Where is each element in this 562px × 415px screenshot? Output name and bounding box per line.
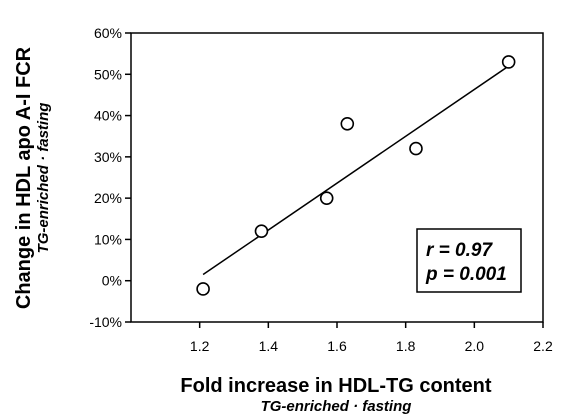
y-axis-subtitle: TG-enriched · fasting	[35, 103, 52, 254]
data-points	[196, 55, 516, 296]
x-tick-label: 1.6	[327, 338, 347, 354]
x-tick-label: 1.4	[259, 338, 279, 354]
p-value: p = 0.001	[425, 264, 507, 285]
x-axis-title: Fold increase in HDL-TG content	[180, 375, 491, 397]
x-axis-subtitle: TG-enriched · fasting	[261, 398, 412, 415]
y-tick-label: 20%	[94, 190, 122, 206]
data-point	[254, 224, 269, 238]
y-tick-label: -10%	[89, 314, 122, 330]
y-tick-label: 0%	[102, 273, 122, 289]
y-tick-label: 40%	[94, 108, 122, 124]
y-axis-title: Change in HDL apo A-I FCR	[13, 46, 35, 309]
y-axis-ticks: -10% 0% 10% 20% 30% 40% 50% 60%	[89, 25, 131, 330]
y-tick-label: 10%	[94, 231, 122, 247]
data-point	[409, 141, 423, 156]
data-point	[319, 191, 334, 205]
data-point	[501, 55, 516, 69]
data-point	[196, 282, 210, 296]
stats-box: r = 0.97 p = 0.001	[416, 228, 522, 293]
stats-box-frame	[416, 228, 522, 293]
data-point	[340, 117, 355, 131]
x-axis-ticks: 1.2 1.4 1.6 1.8 2.0 2.2	[190, 322, 553, 354]
x-tick-label: 1.8	[396, 338, 416, 354]
x-tick-label: 1.2	[190, 338, 210, 354]
x-tick-label: 2.0	[465, 338, 485, 354]
y-tick-label: 60%	[94, 25, 122, 41]
r-value: r = 0.97	[426, 240, 493, 261]
y-tick-label: 50%	[94, 66, 122, 82]
x-tick-label: 2.2	[533, 338, 553, 354]
regression-line	[202, 65, 510, 276]
y-tick-label: 30%	[94, 149, 122, 165]
